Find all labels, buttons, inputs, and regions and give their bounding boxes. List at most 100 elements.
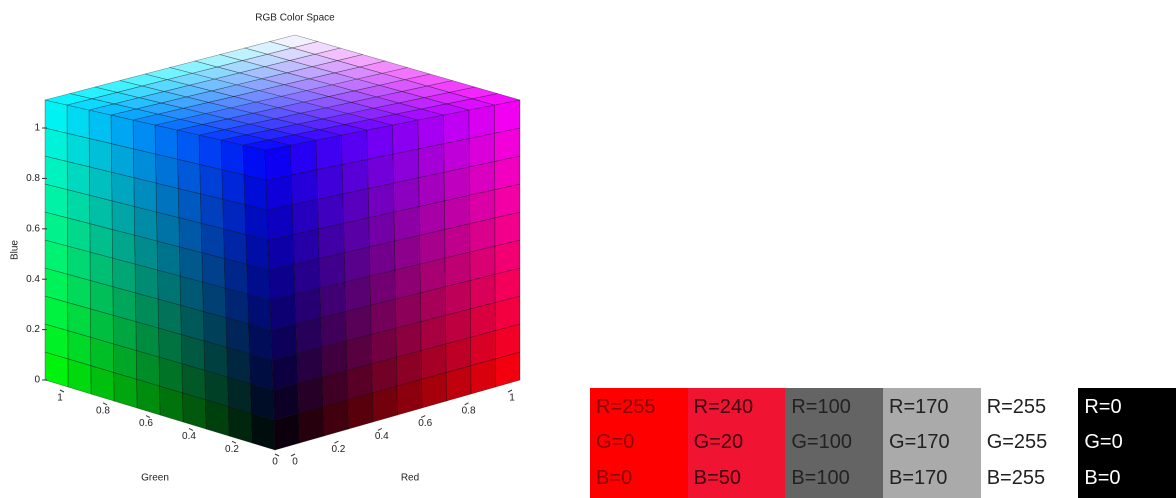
y-tick bbox=[507, 389, 513, 393]
cube-cell bbox=[268, 263, 296, 301]
x-tick bbox=[231, 440, 237, 444]
cube-cell bbox=[318, 252, 346, 289]
x-tick-label: 0.6 bbox=[139, 418, 153, 429]
cube-cell bbox=[393, 206, 420, 242]
swatch-label: B=255 bbox=[986, 466, 1046, 489]
cube-cell bbox=[223, 228, 247, 265]
cube-cell bbox=[265, 174, 293, 211]
y-tick-label: 0.2 bbox=[331, 444, 345, 455]
cube-cell bbox=[494, 127, 521, 162]
cube-cell bbox=[341, 129, 368, 165]
x-tick-label: 0 bbox=[272, 457, 278, 468]
cube-cell bbox=[443, 166, 470, 202]
cube-cell bbox=[269, 293, 297, 331]
x-axis-label: Green bbox=[141, 473, 169, 484]
cube-cell bbox=[156, 211, 180, 248]
x-tick bbox=[145, 415, 151, 419]
swatch-label: R=255 bbox=[986, 396, 1047, 419]
swatch-label: B=50 bbox=[693, 466, 741, 489]
cube-cell bbox=[154, 124, 178, 160]
swatch-label: G=20 bbox=[693, 431, 744, 454]
cube-cell bbox=[469, 161, 496, 196]
color-swatch: R=240 G=20 B=50 bbox=[687, 388, 786, 498]
cube-cell bbox=[468, 104, 495, 139]
cube-cell bbox=[393, 177, 420, 213]
y-tick-label: 0 bbox=[292, 457, 298, 468]
cube-cell bbox=[368, 211, 395, 248]
y-tick bbox=[290, 453, 296, 457]
y-tick-label: 0.8 bbox=[462, 405, 476, 416]
cube-cell bbox=[221, 169, 246, 205]
cube-cell bbox=[200, 222, 225, 259]
y-tick bbox=[464, 402, 469, 406]
z-tick-label: 0 bbox=[34, 375, 40, 386]
cube-cell bbox=[88, 109, 112, 144]
x-tick bbox=[59, 389, 65, 393]
cube-cell bbox=[66, 132, 90, 168]
cube-cell bbox=[66, 161, 90, 196]
swatch-label: G=255 bbox=[986, 431, 1048, 454]
cube-cell bbox=[341, 158, 369, 195]
cube-cell bbox=[176, 129, 201, 165]
cube-cell bbox=[89, 166, 113, 202]
cube-cell bbox=[133, 148, 157, 184]
cube-cell bbox=[291, 169, 318, 205]
swatch-label: R=0 bbox=[1084, 396, 1122, 419]
cube-cell bbox=[316, 164, 344, 200]
y-tick bbox=[334, 440, 339, 444]
cube-cell bbox=[315, 134, 343, 170]
color-swatch: R=255 G=255 B=255 bbox=[980, 388, 1079, 498]
cube-cell bbox=[443, 109, 470, 144]
cube-cell bbox=[292, 228, 320, 265]
y-tick-label: 1 bbox=[509, 393, 515, 404]
color-swatch: R=0 G=0 B=0 bbox=[1078, 388, 1176, 498]
cube-cell bbox=[469, 189, 496, 224]
cube-cell bbox=[198, 134, 223, 170]
cube-cell bbox=[266, 204, 294, 241]
cube-cell bbox=[44, 127, 68, 162]
swatch-label: G=170 bbox=[889, 431, 950, 454]
cube-cell bbox=[155, 153, 179, 189]
z-tick-label: 0.2 bbox=[26, 324, 40, 335]
x-tick-label: 0.8 bbox=[96, 405, 110, 416]
y-tick bbox=[377, 427, 383, 431]
cube-cell bbox=[245, 234, 270, 271]
color-swatch: R=170 G=170 B=170 bbox=[883, 388, 981, 498]
swatch-label: B=100 bbox=[791, 466, 850, 489]
cube-cell bbox=[367, 182, 395, 218]
cube-cell bbox=[199, 164, 223, 200]
cube-cell bbox=[418, 200, 446, 236]
swatch-label: G=0 bbox=[1084, 431, 1123, 454]
y-tick bbox=[420, 415, 426, 419]
cube-cell bbox=[343, 246, 371, 283]
cube-cell bbox=[342, 188, 370, 224]
z-tick-label: 1 bbox=[34, 123, 40, 134]
color-swatch: R=255 G=0 B=0 bbox=[590, 388, 688, 498]
y-axis-label: Red bbox=[401, 473, 419, 484]
swatch-label: R=100 bbox=[791, 396, 851, 419]
cube-cell bbox=[267, 234, 295, 271]
cube-cell bbox=[200, 193, 224, 230]
z-tick-label: 0.6 bbox=[26, 223, 40, 234]
z-axis-label: Blue bbox=[10, 240, 21, 260]
cube-cell bbox=[392, 148, 420, 184]
cube-cell bbox=[88, 138, 112, 173]
cube-cell bbox=[418, 171, 445, 207]
cube-cell bbox=[290, 139, 318, 176]
cube-cell bbox=[444, 194, 471, 230]
cube-cell bbox=[66, 104, 90, 139]
cube-cell bbox=[111, 171, 135, 207]
cube-cell bbox=[392, 119, 419, 155]
cube-cell bbox=[318, 222, 345, 259]
cube-cell bbox=[178, 217, 203, 253]
cube-cell bbox=[133, 206, 158, 242]
swatch-label: R=240 bbox=[693, 396, 754, 419]
cube-cell bbox=[418, 143, 445, 178]
cube-cell bbox=[220, 139, 245, 176]
cube-cell bbox=[222, 198, 247, 235]
cube-cell bbox=[244, 204, 269, 241]
cube-cell bbox=[132, 119, 156, 155]
cube-cell bbox=[177, 188, 202, 224]
color-swatch: R=100 G=100 B=100 bbox=[785, 388, 884, 498]
